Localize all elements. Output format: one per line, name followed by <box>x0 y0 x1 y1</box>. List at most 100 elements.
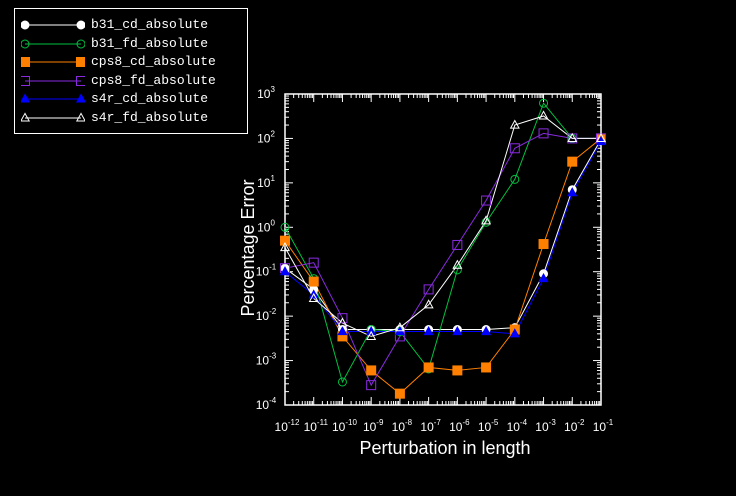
svg-text:101: 101 <box>257 174 275 190</box>
data-point-s4r_fd_absolute <box>279 241 291 252</box>
data-point-b31_fd_absolute <box>539 98 549 108</box>
data-point-b31_fd_absolute <box>481 217 491 227</box>
legend-label: cps8_fd_absolute <box>91 72 216 88</box>
y-tick-label: 102 <box>257 129 275 145</box>
data-point-cps8_cd_absolute <box>366 365 377 376</box>
data-point-b31_fd_absolute <box>510 174 520 184</box>
data-point-s4r_fd_absolute <box>595 132 607 142</box>
svg-text:10-1: 10-1 <box>256 263 277 279</box>
x-tick-label: 10-12 <box>275 418 300 434</box>
legend-entry: s4r_cd_absolute <box>15 90 247 108</box>
svg-text:10-3: 10-3 <box>256 352 277 368</box>
x-tick-label: 10-8 <box>392 418 413 434</box>
legend-marker <box>21 39 30 48</box>
y-tick-label: 10-1 <box>256 263 277 279</box>
legend-marker <box>21 20 30 30</box>
svg-text:10-12: 10-12 <box>275 418 300 434</box>
svg-text:10-4: 10-4 <box>256 396 277 412</box>
svg-text:10-5: 10-5 <box>478 418 499 434</box>
data-point-b31_fd_absolute <box>337 377 347 387</box>
data-point-s4r_cd_absolute <box>538 272 549 283</box>
series-line-b31_cd_absolute <box>284 139 602 331</box>
data-point-s4r_fd_absolute <box>452 259 463 269</box>
legend-entry: b31_fd_absolute <box>15 35 247 53</box>
data-point-s4r_fd_absolute <box>567 132 578 142</box>
data-point-b31_fd_absolute <box>280 222 290 232</box>
series-line-s4r_fd_absolute <box>284 115 601 337</box>
svg-text:10-1: 10-1 <box>593 418 614 434</box>
svg-text:10-2: 10-2 <box>564 418 585 434</box>
svg-text:10-4: 10-4 <box>507 418 528 434</box>
legend-marker <box>21 111 31 122</box>
legend-entry: cps8_cd_absolute <box>15 53 247 71</box>
data-point-cps8_fd_absolute <box>452 239 463 250</box>
legend-entry: s4r_fd_absolute <box>15 109 247 127</box>
data-point-s4r_cd_absolute <box>366 325 377 336</box>
x-tick-label: 10-9 <box>363 418 384 434</box>
legend-label: s4r_cd_absolute <box>91 91 209 106</box>
data-point-cps8_cd_absolute <box>452 365 463 376</box>
data-point-cps8_cd_absolute <box>538 239 549 250</box>
data-point-cps8_fd_absolute <box>509 143 520 154</box>
data-point-s4r_cd_absolute <box>452 325 463 336</box>
data-point-s4r_fd_absolute <box>509 119 520 129</box>
data-point-s4r_fd_absolute <box>394 322 405 332</box>
data-point-cps8_fd_absolute <box>337 313 348 324</box>
legend-label: cps8_cd_absolute <box>91 54 216 69</box>
data-point-s4r_cd_absolute <box>279 266 291 276</box>
legend-marker <box>21 57 30 67</box>
legend-marker <box>75 111 85 122</box>
x-tick-label: 10-10 <box>332 418 357 434</box>
series-line-b31_fd_absolute <box>284 102 601 384</box>
series-line-cps8_cd_absolute <box>284 138 602 395</box>
data-point-cps8_cd_absolute <box>567 156 578 167</box>
y-tick-label: 101 <box>257 174 275 190</box>
data-point-s4r_cd_absolute <box>423 325 434 336</box>
data-point-s4r_fd_absolute <box>308 292 319 303</box>
data-point-s4r_cd_absolute <box>509 328 520 338</box>
data-point-s4r_fd_absolute <box>538 110 549 120</box>
svg-text:10-8: 10-8 <box>392 418 413 434</box>
x-tick-label: 10-4 <box>507 418 528 434</box>
y-tick-label: 10-4 <box>256 396 277 412</box>
y-tick-label: 10-2 <box>256 307 277 323</box>
legend-label: s4r_fd_absolute <box>91 109 209 125</box>
data-point-cps8_cd_absolute <box>308 276 319 287</box>
y-axis-label: Percentage Error <box>238 179 258 316</box>
y-tick-label: 10-3 <box>256 352 277 368</box>
y-tick-label: 103 <box>257 85 275 101</box>
x-tick-label: 10-11 <box>304 418 329 434</box>
data-point-cps8_cd_absolute <box>394 388 405 399</box>
legend-marker <box>76 39 85 48</box>
svg-text:102: 102 <box>257 129 275 145</box>
svg-text:10-6: 10-6 <box>449 418 470 434</box>
x-tick-label: 10-1 <box>593 418 614 434</box>
x-axis-label: Perturbation in length <box>359 438 530 458</box>
data-point-cps8_cd_absolute <box>280 235 290 246</box>
data-point-s4r_cd_absolute <box>595 135 607 146</box>
legend-marker <box>75 93 85 103</box>
data-point-cps8_cd_absolute <box>481 362 492 373</box>
data-point-cps8_fd_absolute <box>423 284 434 295</box>
data-point-cps8_fd_absolute <box>366 380 377 391</box>
legend-marker <box>76 57 85 67</box>
data-point-s4r_fd_absolute <box>481 215 492 225</box>
data-point-s4r_cd_absolute <box>567 187 578 197</box>
plot-area <box>284 93 602 406</box>
legend-marker <box>76 20 85 30</box>
data-point-s4r_cd_absolute <box>481 325 492 336</box>
legend-entry: cps8_fd_absolute <box>15 72 247 90</box>
legend-marker <box>21 93 31 103</box>
data-point-s4r_fd_absolute <box>337 317 348 327</box>
data-point-b31_fd_absolute <box>452 265 462 275</box>
x-tick-label: 10-6 <box>449 418 470 434</box>
data-point-cps8_fd_absolute <box>481 195 492 206</box>
data-point-s4r_fd_absolute <box>423 299 434 309</box>
legend-marker <box>76 75 85 86</box>
svg-text:103: 103 <box>257 85 275 101</box>
data-point-s4r_cd_absolute <box>337 325 348 336</box>
data-point-cps8_cd_absolute <box>423 362 434 373</box>
svg-text:10-9: 10-9 <box>363 418 384 434</box>
x-tick-label: 10-3 <box>535 418 556 434</box>
